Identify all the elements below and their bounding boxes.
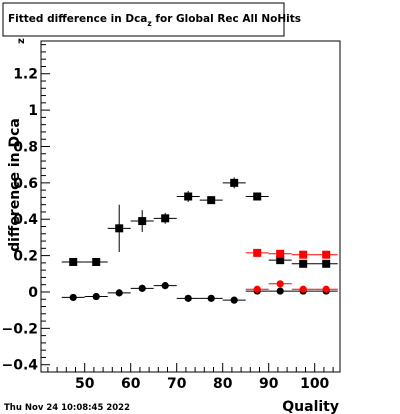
circle-marker xyxy=(276,280,284,288)
square-marker xyxy=(184,192,193,201)
square-marker xyxy=(92,257,101,266)
square-marker xyxy=(322,250,331,259)
data-point xyxy=(61,293,85,302)
data-point xyxy=(84,257,108,266)
axes-group: −0.4 −0.2 0 0.2 0.4 0.6 0.8 1 1.2 50 60 70 80 90 100 xyxy=(1,44,334,392)
y-tick-label: 1.2 xyxy=(13,67,38,83)
square-marker xyxy=(299,250,308,259)
y-tick-label: 0.2 xyxy=(13,249,38,265)
chart-title: Fitted difference in Dcaz for Global Rec… xyxy=(8,13,301,28)
x-tick-label: 50 xyxy=(75,376,95,392)
plot-frame xyxy=(40,40,341,373)
circle-marker xyxy=(276,287,284,295)
data-marks xyxy=(61,177,338,304)
y-tick-label: 0.4 xyxy=(13,212,38,228)
x-axis-label: Quality xyxy=(282,399,339,414)
circle-marker xyxy=(184,294,192,302)
square-marker xyxy=(69,257,78,266)
data-point xyxy=(268,280,292,288)
data-point xyxy=(314,285,338,293)
x-tick-label: 60 xyxy=(121,376,141,392)
data-point xyxy=(245,192,269,201)
y-axis-label-sub: z xyxy=(16,38,27,44)
circle-marker xyxy=(207,294,215,302)
data-point xyxy=(107,204,131,252)
data-point xyxy=(268,256,292,265)
circle-marker xyxy=(69,293,77,302)
x-tick-label: 80 xyxy=(213,376,233,392)
chart-title-rest: for Global Rec All NoHits xyxy=(152,13,301,25)
data-point xyxy=(176,294,200,302)
data-point xyxy=(176,191,200,202)
data-point xyxy=(153,212,177,224)
y-tick-label: 0.8 xyxy=(13,139,38,155)
data-point xyxy=(222,296,246,304)
data-point xyxy=(268,287,292,295)
chart-title-main: Fitted difference in Dca xyxy=(8,13,147,25)
circle-marker xyxy=(115,289,123,297)
data-point xyxy=(61,257,85,266)
data-point xyxy=(314,259,338,268)
y-axis-label: difference in Dca xyxy=(7,118,23,252)
square-marker xyxy=(253,192,262,201)
x-tick-label: 70 xyxy=(167,376,187,392)
circle-marker xyxy=(253,285,261,293)
square-marker xyxy=(230,178,239,187)
x-tick-label: 90 xyxy=(259,376,279,392)
circle-marker xyxy=(92,292,100,301)
data-point xyxy=(130,210,154,232)
data-point xyxy=(84,292,108,301)
y-axis-label-main: difference in Dca xyxy=(7,118,23,252)
data-point xyxy=(291,250,315,259)
data-point xyxy=(130,284,154,292)
circle-marker xyxy=(322,285,330,293)
y-tick-label: 0.6 xyxy=(13,176,38,192)
footer-timestamp: Thu Nov 24 10:08:45 2022 xyxy=(4,403,130,413)
square-marker xyxy=(299,259,308,268)
data-point xyxy=(153,281,177,290)
data-point xyxy=(291,259,315,268)
data-point xyxy=(268,249,292,258)
square-marker xyxy=(253,248,262,257)
data-point xyxy=(314,250,338,259)
y-tick-label: 0 xyxy=(28,285,38,301)
circle-marker xyxy=(299,285,307,293)
y-tick-label: −0.4 xyxy=(1,358,38,374)
square-marker xyxy=(138,217,147,226)
title-box xyxy=(2,2,285,37)
y-tick-label: 1 xyxy=(28,103,38,119)
data-point xyxy=(222,177,246,189)
chart-title-sub: z xyxy=(147,19,151,28)
circle-marker xyxy=(161,282,169,290)
data-point xyxy=(199,196,223,205)
circle-marker xyxy=(230,296,238,304)
square-marker xyxy=(161,214,170,223)
square-marker xyxy=(276,256,285,265)
square-marker xyxy=(207,196,216,205)
data-point xyxy=(245,248,269,257)
circle-marker xyxy=(138,284,146,292)
data-point xyxy=(107,289,131,297)
square-marker xyxy=(322,259,331,268)
data-point xyxy=(245,285,269,293)
y-tick-label: −0.2 xyxy=(1,321,38,337)
square-marker xyxy=(276,249,285,258)
data-point xyxy=(199,294,223,302)
data-point xyxy=(291,285,315,293)
square-marker xyxy=(115,224,124,233)
x-tick-label: 100 xyxy=(300,376,329,392)
